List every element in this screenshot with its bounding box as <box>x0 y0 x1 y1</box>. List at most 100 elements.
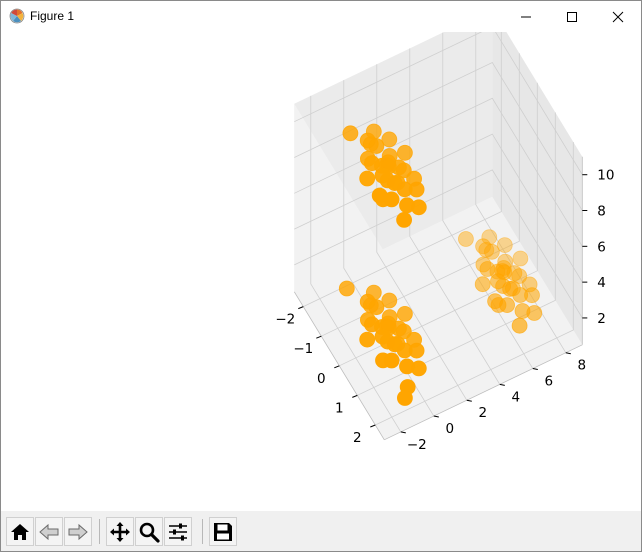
plot-canvas[interactable]: −2 −1 0 1 2 −2 0 2 4 6 8 2 4 6 8 10 <box>1 8 641 511</box>
data-point <box>381 292 398 309</box>
data-point <box>396 390 413 406</box>
data-point <box>363 155 380 172</box>
x-tick-label: 2 <box>353 430 362 446</box>
y-tick-label: 0 <box>446 421 455 437</box>
data-point <box>499 297 516 314</box>
y-tick-label: −2 <box>407 437 427 453</box>
data-point <box>374 328 391 345</box>
data-point <box>386 175 403 192</box>
data-point <box>514 303 531 319</box>
z-tick-label: 4 <box>597 275 606 291</box>
y-tick-label: 8 <box>578 358 587 374</box>
data-point <box>396 305 413 322</box>
data-point <box>338 280 355 297</box>
gridline <box>294 97 583 247</box>
zoom-magnifier-icon <box>139 522 160 543</box>
forward-button[interactable] <box>64 517 92 546</box>
y-tick <box>433 415 439 418</box>
save-icon <box>214 522 232 541</box>
data-point <box>363 316 380 333</box>
data-point <box>496 237 513 254</box>
x-tick-label: 0 <box>317 371 326 387</box>
data-point <box>359 170 376 187</box>
data-point <box>396 144 413 161</box>
y-tick <box>565 352 571 355</box>
data-point <box>368 138 385 154</box>
data-point <box>502 280 519 297</box>
maximize-button[interactable] <box>549 1 595 32</box>
y-axis-line <box>384 344 583 441</box>
y-tick <box>499 383 505 386</box>
x-tick <box>298 306 304 310</box>
data-point <box>399 197 415 214</box>
data-point <box>490 273 506 290</box>
minimize-icon <box>521 16 531 17</box>
navigation-toolbar <box>1 511 641 551</box>
back-arrow-icon <box>39 523 59 540</box>
data-point <box>474 276 491 293</box>
data-point <box>381 131 398 148</box>
maximize-icon <box>567 11 577 22</box>
window-title: Figure 1 <box>30 9 75 23</box>
data-point <box>479 261 496 277</box>
home-icon <box>11 523 29 540</box>
subplots-config-icon <box>169 523 187 540</box>
data-point <box>383 191 400 208</box>
z-tick-label: 8 <box>597 204 606 220</box>
x-tick <box>316 335 322 339</box>
y-tick-label: 4 <box>512 389 521 405</box>
x-tick <box>334 365 340 369</box>
toolbar-separator <box>202 519 203 544</box>
data-point <box>481 229 498 246</box>
gridline <box>294 169 583 319</box>
matplotlib-icon <box>9 8 25 24</box>
data-point <box>475 238 492 255</box>
configure-subplots-button[interactable] <box>164 517 192 546</box>
title-bar[interactable]: Figure 1 <box>1 1 641 32</box>
x-tick-label: 1 <box>335 400 344 416</box>
minimize-button[interactable] <box>503 1 549 32</box>
z-tick-label: 6 <box>597 239 606 255</box>
pan-icon <box>110 521 130 542</box>
gridline <box>303 23 502 307</box>
close-button[interactable] <box>595 1 641 32</box>
y-tick <box>466 399 472 402</box>
x-tick-label: −1 <box>293 341 313 357</box>
x-tick <box>352 394 358 398</box>
gridline <box>294 61 583 211</box>
data-point <box>511 317 528 334</box>
data-point <box>386 336 403 353</box>
gridline <box>475 16 567 353</box>
back-button[interactable] <box>35 517 63 546</box>
z-tick-label: 10 <box>597 168 614 184</box>
y-tick-label: 6 <box>545 374 554 390</box>
gridline <box>310 95 402 433</box>
x-tick-label: −2 <box>275 312 295 328</box>
data-point <box>342 125 359 142</box>
gridline <box>409 48 501 385</box>
data-point <box>383 352 400 369</box>
data-point <box>368 299 385 316</box>
data-point <box>374 167 391 184</box>
gridline <box>294 133 583 283</box>
data-point <box>457 231 474 247</box>
forward-arrow-icon <box>68 523 88 540</box>
zoom-button[interactable] <box>135 517 163 546</box>
data-point <box>512 250 529 267</box>
save-button[interactable] <box>209 517 237 546</box>
x-tick <box>370 424 376 428</box>
data-point <box>483 243 500 260</box>
close-icon <box>612 11 624 22</box>
toolbar-separator <box>99 519 100 544</box>
pan-button[interactable] <box>106 517 134 546</box>
y-tick <box>400 431 406 434</box>
home-button[interactable] <box>6 517 34 546</box>
left-pane <box>294 103 385 440</box>
y-tick-label: 2 <box>479 405 488 421</box>
data-point <box>396 211 413 228</box>
gridline <box>442 32 534 369</box>
y-tick <box>532 368 538 371</box>
gridline <box>375 142 574 426</box>
